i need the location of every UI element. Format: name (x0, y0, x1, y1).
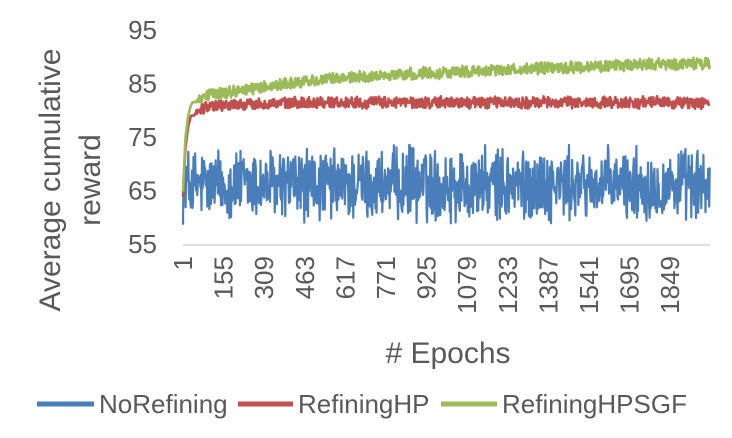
y-axis-title-line-2: reward (74, 134, 107, 226)
series-line-RefiningHPSGF (181, 56, 711, 192)
x-axis-ticks: 1 155 309 463 617 771 925 1079 1233 1387 1541 1695 1… (168, 256, 685, 314)
series-line-NoRefining (181, 143, 711, 225)
y-tick-label: 65 (128, 176, 157, 206)
y-tick-label: 75 (128, 122, 157, 152)
legend: NoRefining RefiningHP RefiningHPSGF (37, 389, 687, 419)
x-tick-label: 1 (168, 256, 198, 270)
y-tick-label: 95 (128, 15, 157, 45)
x-tick-label: 617 (330, 256, 360, 299)
legend-label: RefiningHP (298, 389, 430, 419)
x-tick-label: 1079 (452, 256, 482, 314)
x-tick-label: 1849 (655, 256, 685, 314)
x-tick-label: 1387 (533, 256, 563, 314)
x-tick-label: 463 (290, 256, 320, 299)
x-tick-label: 1695 (615, 256, 645, 314)
x-tick-label: 155 (209, 256, 239, 299)
x-tick-label: 1233 (493, 256, 523, 314)
legend-label: NoRefining (99, 389, 228, 419)
y-tick-label: 85 (128, 69, 157, 99)
legend-label: RefiningHPSGF (502, 389, 687, 419)
y-axis-title-line-1: Average cumulative (34, 49, 67, 312)
series-line-RefiningHP (181, 94, 711, 197)
x-tick-label: 925 (412, 256, 442, 299)
x-tick-label: 1541 (574, 256, 604, 314)
x-tick-label: 771 (371, 256, 401, 299)
plot-area (181, 56, 711, 225)
x-tick-label: 309 (249, 256, 279, 299)
y-axis-ticks: 55 65 75 85 95 (128, 15, 157, 259)
y-tick-label: 55 (128, 229, 157, 259)
x-axis-title: # Epochs (385, 337, 510, 370)
